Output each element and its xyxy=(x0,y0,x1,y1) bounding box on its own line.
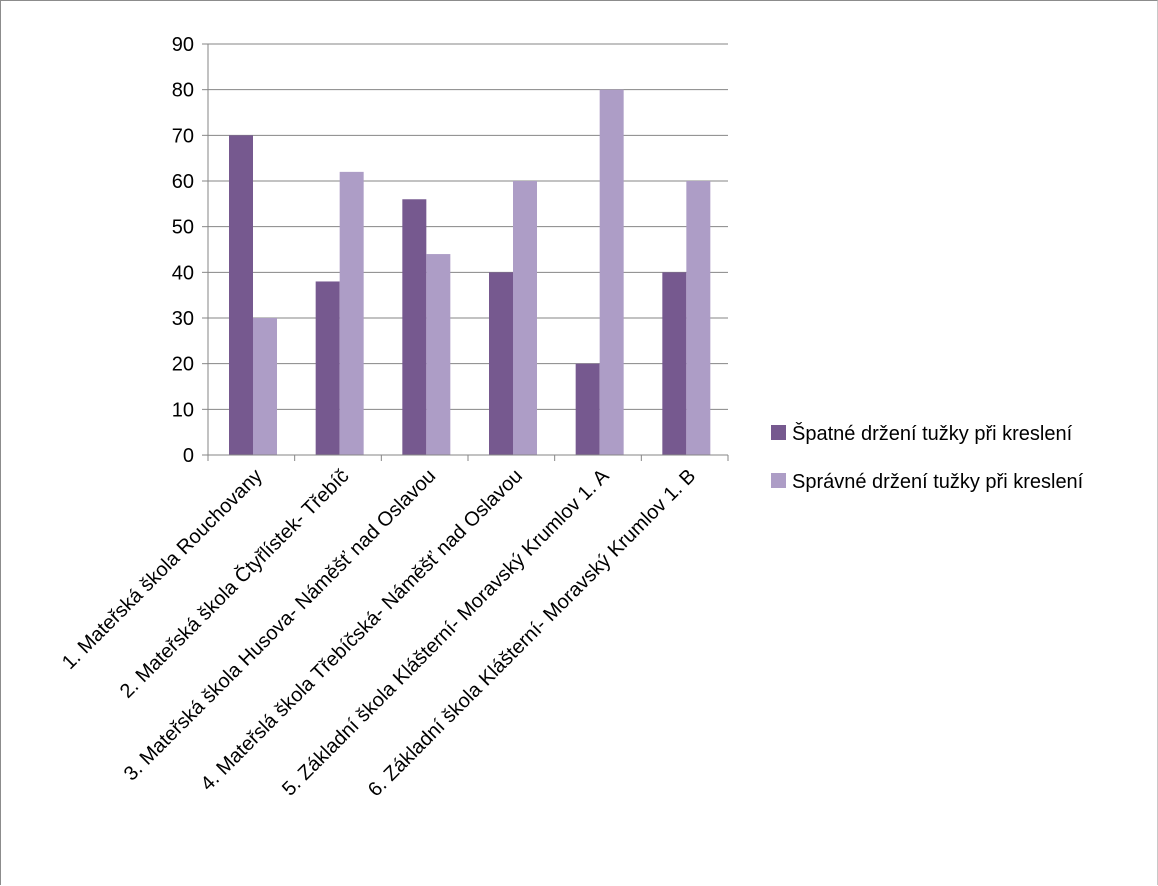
bars xyxy=(229,89,711,456)
y-tick-label: 60 xyxy=(172,171,194,193)
x-tick-label: 4. Mateřslá škola Třebíčská- Náměšť nad … xyxy=(197,465,527,795)
bar-spatne-5 xyxy=(575,363,600,455)
y-tick-label: 40 xyxy=(172,262,194,284)
axes xyxy=(202,43,729,461)
bar-spravne-6 xyxy=(686,181,711,455)
legend-entry: Správné držení tužky při kreslení xyxy=(792,471,1084,493)
bar-spatne-2 xyxy=(315,281,340,455)
bar-spatne-6 xyxy=(662,272,687,455)
legend-swatch xyxy=(771,473,786,488)
x-tick-label: 3. Mateřská škola Husova- Náměšť nad Osl… xyxy=(120,465,440,785)
bar-spravne-3 xyxy=(426,254,451,455)
bar-spravne-5 xyxy=(599,89,624,456)
y-tick-label: 70 xyxy=(172,125,194,147)
y-tick-label: 30 xyxy=(172,308,194,330)
gridlines xyxy=(208,43,728,410)
bar-spatne-1 xyxy=(229,135,253,456)
y-tick-label: 90 xyxy=(172,34,194,56)
bar-spravne-2 xyxy=(339,171,364,455)
y-tick-label: 50 xyxy=(172,217,194,239)
y-tick-label: 20 xyxy=(172,354,194,376)
x-tick-label: 5. Základní škola Klášterní- Moravský Kr… xyxy=(278,465,614,801)
legend: Špatné držení tužky při kreslení Správné … xyxy=(771,422,1084,493)
bar-spravne-1 xyxy=(253,318,277,455)
legend-swatch xyxy=(771,425,786,440)
y-tick-labels: 0 10 20 30 40 50 60 70 80 90 xyxy=(172,34,194,467)
bar-spatne-4 xyxy=(489,272,513,455)
bar-spravne-4 xyxy=(513,181,537,455)
y-tick-label: 10 xyxy=(172,399,194,421)
legend-entry: Špatné držení tužky při kreslení xyxy=(792,422,1073,445)
y-tick-label: 80 xyxy=(172,80,194,102)
x-tick-label: 6. Základní škola Klášterní- Moravský Kr… xyxy=(364,465,700,801)
bar-spatne-3 xyxy=(402,199,427,455)
y-tick-label: 0 xyxy=(183,445,194,467)
